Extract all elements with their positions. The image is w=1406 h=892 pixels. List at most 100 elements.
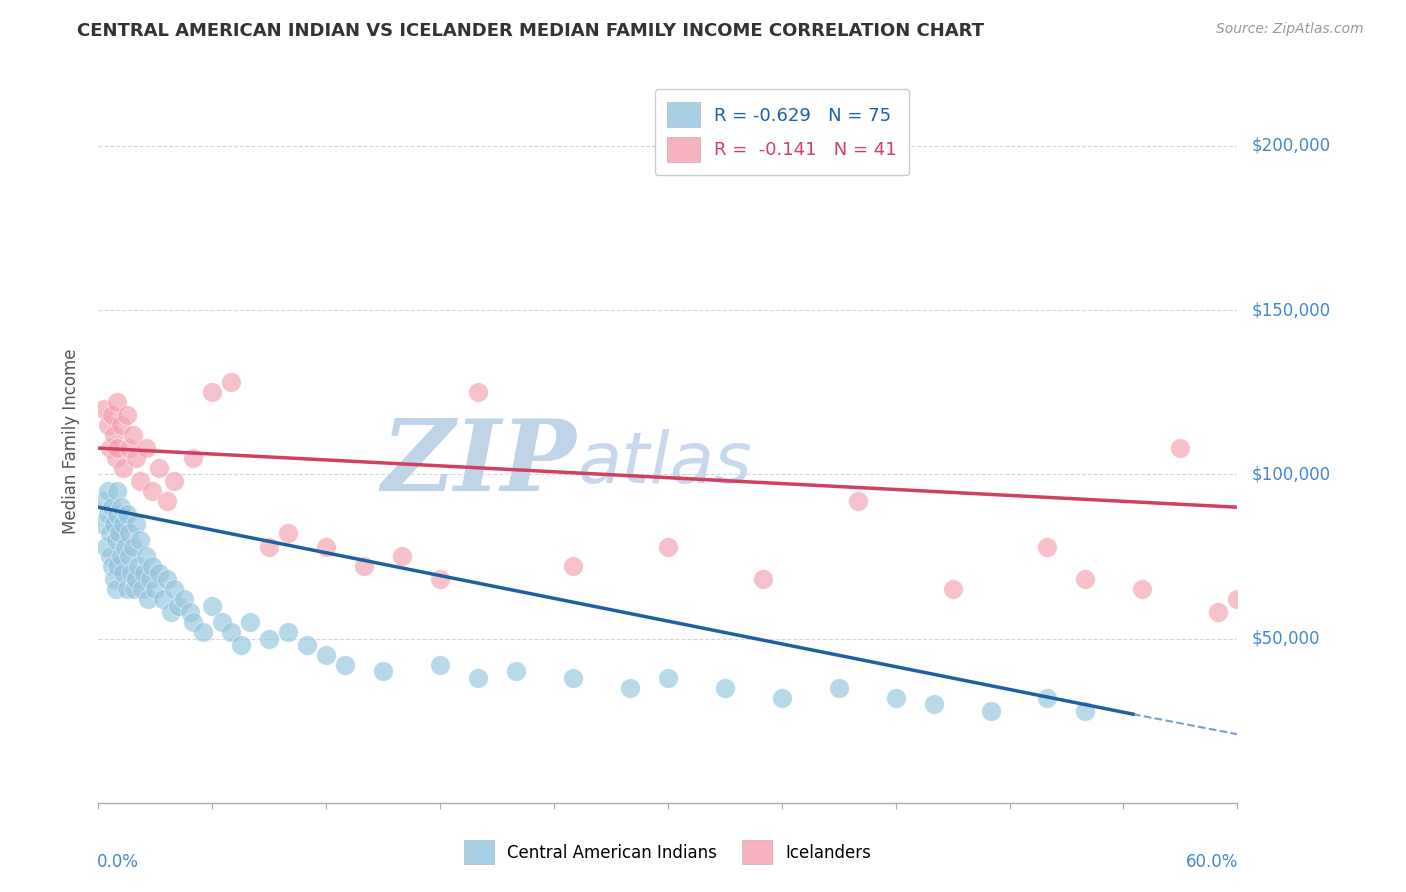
Point [353, 559, 375, 574]
Point [118, 441, 141, 455]
Point [1208, 605, 1230, 619]
Point [129, 474, 152, 488]
Point [163, 582, 186, 597]
Point [297, 638, 319, 652]
Point [135, 441, 157, 455]
Point [107, 441, 129, 455]
Point [846, 493, 869, 508]
Point [191, 625, 214, 640]
Point [152, 592, 174, 607]
Point [91, 516, 114, 531]
Point [98, 549, 121, 564]
Point [259, 540, 281, 554]
Point [562, 671, 585, 685]
Point [657, 540, 679, 554]
Point [107, 507, 129, 521]
Point [505, 665, 527, 679]
Point [148, 460, 170, 475]
Point [752, 573, 775, 587]
Point [100, 409, 122, 423]
Point [103, 428, 125, 442]
Point [770, 690, 793, 705]
Point [221, 625, 243, 640]
Point [922, 698, 945, 712]
Point [619, 681, 641, 695]
Point [201, 599, 224, 613]
Text: CENTRAL AMERICAN INDIAN VS ICELANDER MEDIAN FAMILY INCOME CORRELATION CHART: CENTRAL AMERICAN INDIAN VS ICELANDER MED… [77, 22, 984, 40]
Point [429, 573, 451, 587]
Point [110, 500, 132, 515]
Point [107, 395, 129, 409]
Point [131, 582, 153, 597]
Point [1036, 540, 1059, 554]
Point [884, 690, 907, 705]
Point [211, 615, 233, 630]
Point [120, 566, 142, 580]
Point [110, 549, 132, 564]
Point [110, 418, 132, 433]
Point [1226, 592, 1249, 607]
Point [115, 582, 138, 597]
Point [277, 526, 299, 541]
Point [97, 483, 120, 498]
Point [125, 516, 148, 531]
Text: 0.0%: 0.0% [97, 854, 139, 871]
Point [97, 507, 120, 521]
Point [108, 526, 131, 541]
Point [124, 582, 146, 597]
Point [828, 681, 851, 695]
Text: Source: ZipAtlas.com: Source: ZipAtlas.com [1216, 22, 1364, 37]
Point [97, 418, 120, 433]
Text: $50,000: $50,000 [1251, 630, 1320, 648]
Point [315, 540, 337, 554]
Point [714, 681, 737, 695]
Point [156, 573, 179, 587]
Point [159, 605, 181, 619]
Point [239, 615, 262, 630]
Point [104, 582, 127, 597]
Point [979, 704, 1001, 718]
Point [277, 625, 299, 640]
Point [1074, 573, 1097, 587]
Point [118, 549, 141, 564]
Point [93, 401, 115, 416]
Point [229, 638, 252, 652]
Point [467, 385, 489, 400]
Point [156, 493, 179, 508]
Text: atlas: atlas [576, 429, 751, 498]
Point [136, 592, 159, 607]
Point [100, 559, 122, 574]
Point [104, 450, 127, 465]
Point [103, 573, 125, 587]
Point [1132, 582, 1154, 597]
Point [98, 526, 121, 541]
Point [183, 450, 205, 465]
Point [118, 526, 141, 541]
Point [221, 376, 243, 390]
Point [107, 483, 129, 498]
Point [315, 648, 337, 662]
Point [114, 540, 136, 554]
Point [657, 671, 679, 685]
Point [100, 500, 122, 515]
Point [121, 540, 143, 554]
Point [371, 665, 394, 679]
Point [335, 657, 357, 672]
Point [112, 566, 135, 580]
Point [183, 615, 205, 630]
Text: ZIP: ZIP [382, 415, 576, 511]
Point [163, 474, 186, 488]
Legend: Central American Indians, Icelanders: Central American Indians, Icelanders [454, 830, 882, 874]
Text: $150,000: $150,000 [1251, 301, 1330, 319]
Point [129, 533, 152, 547]
Point [112, 516, 135, 531]
Text: $100,000: $100,000 [1251, 466, 1330, 483]
Y-axis label: Median Family Income: Median Family Income [62, 349, 80, 534]
Point [112, 460, 135, 475]
Point [125, 450, 148, 465]
Point [138, 573, 160, 587]
Point [121, 428, 143, 442]
Point [141, 559, 163, 574]
Point [1036, 690, 1059, 705]
Text: $200,000: $200,000 [1251, 137, 1330, 155]
